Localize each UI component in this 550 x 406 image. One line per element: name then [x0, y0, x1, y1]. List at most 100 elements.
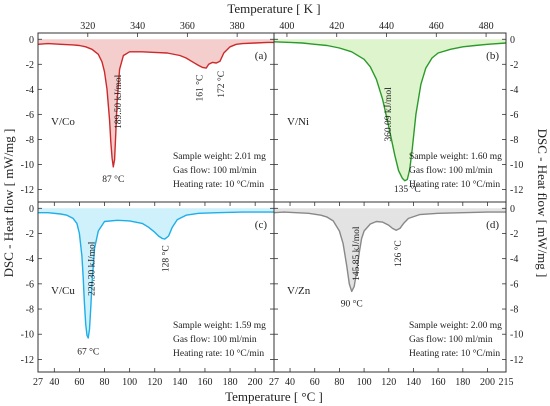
x-tick-label: 40 [49, 377, 59, 388]
peak-annotation: 67 °C [77, 346, 99, 357]
right-axis-label: DSC - Heat flow [ mW/mg ] [535, 129, 550, 278]
info-line: Gas flow: 100 ml/min [173, 165, 257, 176]
x-tick-label: 120 [147, 377, 162, 388]
dsc-peak-fill [38, 39, 274, 167]
y-tick-label: -6 [26, 279, 34, 290]
top-tick-label: 320 [80, 21, 95, 32]
x-tick-label: 60 [74, 377, 84, 388]
y-tick-label: -2 [510, 229, 518, 240]
top-tick-label: 400 [279, 21, 294, 32]
peak-annotation: 126 °C [393, 240, 404, 267]
y-tick-label: -4 [26, 85, 34, 96]
y-tick-label: -6 [510, 110, 518, 121]
top-tick-label: 440 [379, 21, 394, 32]
panel-letter: (c) [255, 219, 268, 231]
tick-layer: 0 -2 -4 -6 -8 -10 -12 0 -2 -4 -6 -8 -10 -12 0 -2 -4 -6 -8 -… [21, 21, 524, 388]
peak-annotation: 135 °C [394, 184, 421, 195]
y-tick-label: -10 [510, 330, 523, 341]
y-tick-label: -10 [21, 330, 34, 341]
top-tick-label: 340 [130, 21, 145, 32]
dsc-series-line [273, 211, 506, 293]
x-tick-label: 180 [223, 377, 238, 388]
dsc-series-line [38, 211, 274, 339]
dsc-peak-fill [274, 208, 506, 292]
peak-annotation: 145.85 kJ/mol [352, 226, 362, 281]
info-line: Gas flow: 100 ml/min [409, 334, 493, 345]
y-tick-label: -8 [26, 305, 34, 316]
panel-letter: (d) [486, 219, 499, 231]
dsc-peak-fill [274, 39, 506, 181]
y-tick-label: -12 [21, 185, 34, 196]
peak-annotation: 87 °C [102, 174, 124, 185]
info-line: Sample weight: 2.00 mg [409, 321, 502, 331]
x-tick-label: 27 [269, 377, 279, 388]
y-tick-label: -8 [26, 135, 34, 146]
info-line: Gas flow: 100 ml/min [409, 165, 493, 176]
peak-annotation: 172 °C [216, 71, 227, 98]
top-tick-label: 420 [329, 21, 344, 32]
x-tick-label: 80 [334, 377, 344, 388]
sample-name: V/Cu [51, 285, 75, 297]
y-tick-label: -8 [510, 135, 518, 146]
info-line: Heating rate: 10 °C/min [173, 348, 264, 359]
y-tick-label: -10 [510, 160, 523, 171]
x-tick-label: 140 [406, 377, 421, 388]
panel-3: (d) V/Zn Sample weight: 2.00 mg Gas flow: 1… [273, 207, 506, 360]
peak-annotation: 90 °C [341, 299, 363, 310]
y-tick-label: 0 [29, 204, 34, 215]
info-line: Sample weight: 2.01 mg [173, 152, 266, 162]
y-tick-label: -12 [510, 185, 523, 196]
x-tick-label: 160 [197, 377, 212, 388]
peak-annotation: 360.09 kJ/mol [384, 87, 394, 142]
panel-2: (c) V/Cu Sample weight: 1.59 mg Gas flow: 1… [38, 207, 274, 360]
left-axis-label: DSC - Heat flow [ mW/mg ] [1, 129, 16, 278]
sample-name: V/Ni [287, 116, 309, 128]
y-tick-label: -4 [26, 254, 34, 265]
y-tick-label: -6 [26, 110, 34, 121]
y-tick-label: -4 [510, 254, 518, 265]
x-tick-label: 200 [248, 377, 263, 388]
y-tick-label: -12 [510, 355, 523, 366]
info-line: Heating rate: 10 °C/min [409, 348, 500, 359]
info-line: Sample weight: 1.59 mg [173, 321, 266, 331]
panel-letter: (b) [486, 50, 499, 62]
y-tick-label: 0 [29, 35, 34, 46]
x-tick-label: 40 [285, 377, 295, 388]
y-tick-label: -2 [26, 229, 34, 240]
info-line: Heating rate: 10 °C/min [409, 179, 500, 190]
peak-annotation: 189.50 kJ/mol [114, 74, 124, 129]
x-tick-label: 100 [357, 377, 372, 388]
x-tick-label: 140 [172, 377, 187, 388]
x-tick-label: 160 [431, 377, 446, 388]
y-tick-label: -8 [510, 305, 518, 316]
y-tick-label: 0 [510, 204, 515, 215]
y-tick-label: 0 [510, 35, 515, 46]
top-tick-label: 480 [479, 21, 494, 32]
bottom-axis-label: Temperature [ °C ] [225, 389, 323, 404]
top-tick-label: 460 [429, 21, 444, 32]
y-tick-label: -4 [510, 85, 518, 96]
top-tick-label: 380 [230, 21, 245, 32]
info-line: Sample weight: 1.60 mg [409, 152, 502, 162]
panel-0: (a) V/Co Sample weight: 2.01 mg Gas flow: 1… [37, 38, 274, 190]
x-tick-label: 27 [33, 377, 43, 388]
panels-layer: (a) V/Co Sample weight: 2.01 mg Gas flow: 1… [37, 38, 507, 360]
sample-name: V/Zn [287, 285, 311, 297]
x-tick-label: 80 [100, 377, 110, 388]
panel-1: (b) V/Ni Sample weight: 1.60 mg Gas flow: 1… [273, 38, 507, 195]
top-tick-label: 360 [180, 21, 195, 32]
x-tick-label: 180 [455, 377, 470, 388]
sample-name: V/Co [51, 116, 75, 128]
x-tick-label: 200 [480, 377, 495, 388]
y-tick-label: -2 [510, 60, 518, 71]
y-tick-label: -6 [510, 279, 518, 290]
dsc-series-line [273, 41, 507, 182]
panel-letter: (a) [255, 50, 268, 62]
x-tick-label: 215 [499, 377, 514, 388]
y-tick-label: -10 [21, 160, 34, 171]
top-axis-label: Temperature [ K ] [227, 1, 320, 16]
peak-annotation: 161 °C [194, 75, 205, 102]
x-tick-label: 120 [381, 377, 396, 388]
dsc-peak-fill [38, 208, 274, 338]
